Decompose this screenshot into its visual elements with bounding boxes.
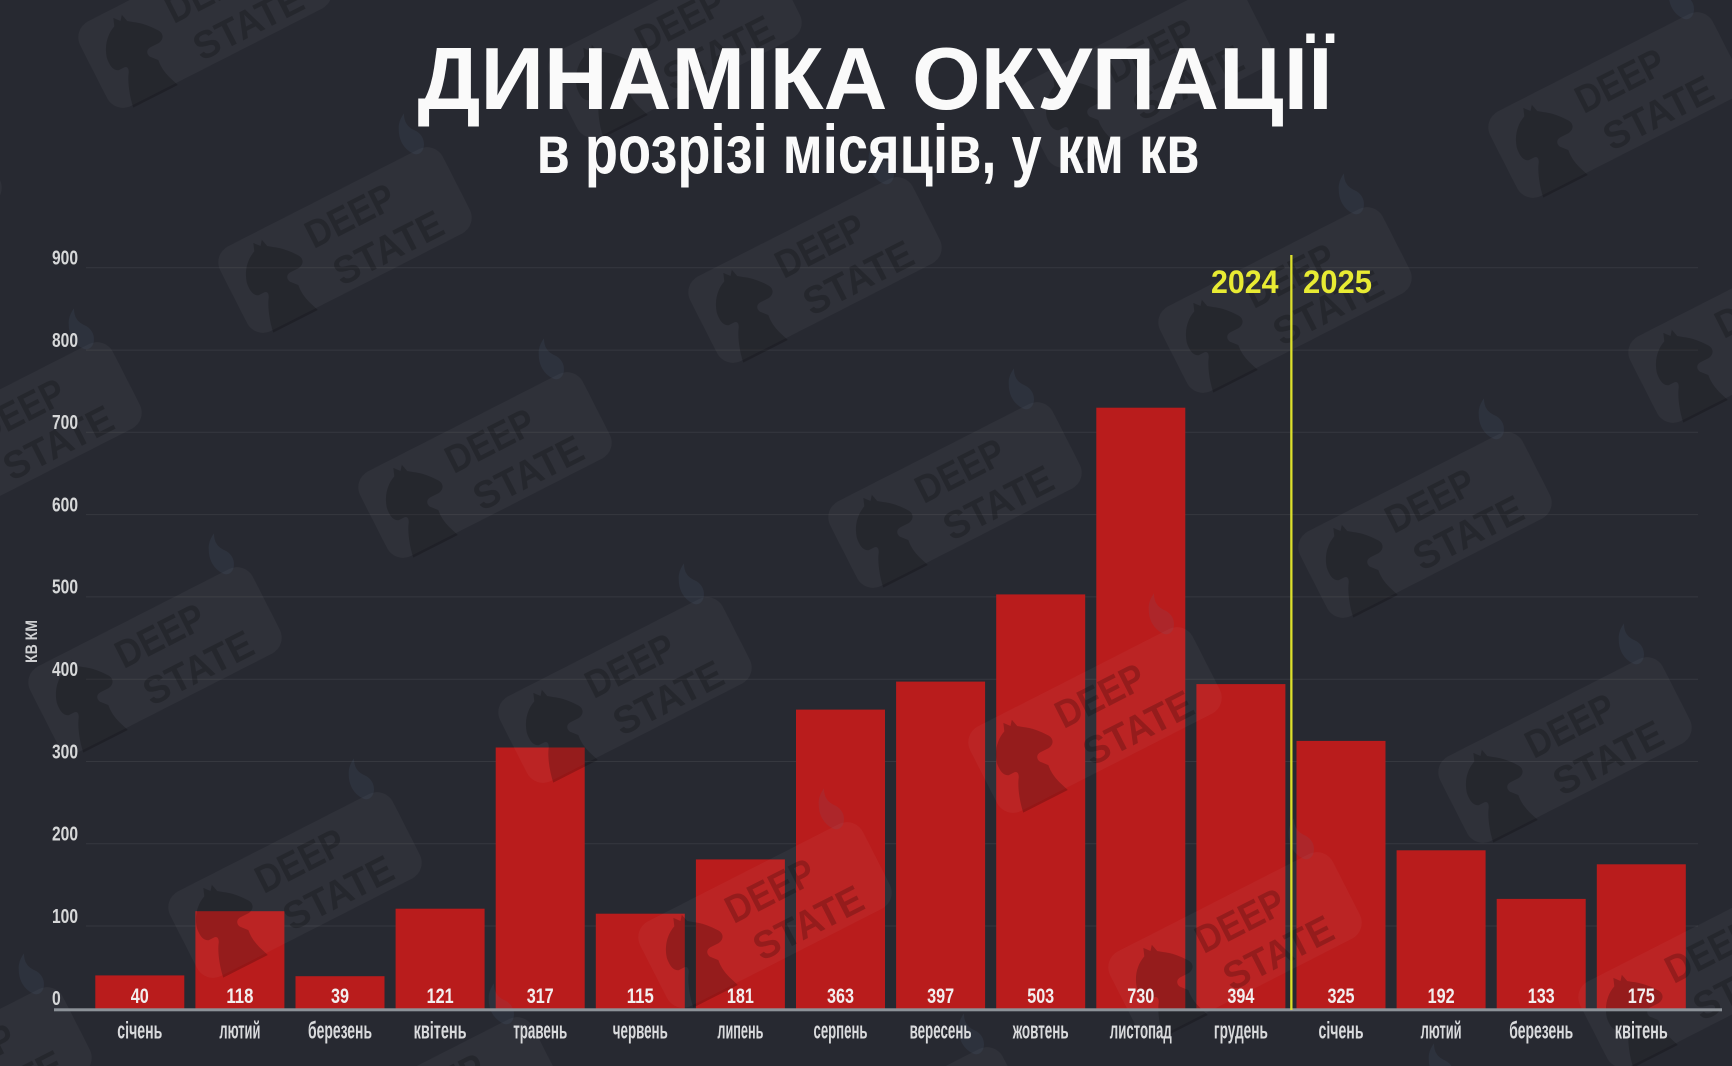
svg-text:березень: березень: [308, 1017, 372, 1044]
svg-text:600: 600: [52, 494, 78, 516]
svg-text:червень: червень: [613, 1017, 668, 1044]
svg-text:січень: січень: [1319, 1017, 1364, 1044]
svg-text:40: 40: [131, 985, 149, 1008]
svg-text:192: 192: [1428, 985, 1455, 1008]
svg-text:118: 118: [226, 985, 253, 1008]
svg-text:жовтень: жовтень: [1012, 1017, 1069, 1044]
svg-text:грудень: грудень: [1214, 1017, 1268, 1044]
svg-text:100: 100: [52, 906, 78, 928]
svg-text:серпень: серпень: [814, 1017, 868, 1044]
svg-text:700: 700: [52, 412, 78, 434]
svg-text:липень: липень: [717, 1017, 763, 1044]
svg-text:394: 394: [1227, 985, 1254, 1008]
svg-text:січень: січень: [117, 1017, 162, 1044]
svg-text:квітень: квітень: [414, 1017, 467, 1044]
svg-text:листопад: листопад: [1110, 1017, 1172, 1044]
svg-text:200: 200: [52, 824, 78, 846]
svg-text:500: 500: [52, 577, 78, 599]
svg-text:2024: 2024: [1211, 264, 1279, 300]
svg-text:175: 175: [1628, 985, 1655, 1008]
svg-text:133: 133: [1528, 985, 1555, 1008]
svg-text:0: 0: [52, 988, 61, 1010]
svg-text:вересень: вересень: [910, 1017, 972, 1044]
svg-text:ДИНАМІКА ОКУПАЦІЇ: ДИНАМІКА ОКУПАЦІЇ: [418, 29, 1336, 128]
svg-text:березень: березень: [1509, 1017, 1573, 1044]
svg-text:300: 300: [52, 741, 78, 763]
svg-text:800: 800: [52, 330, 78, 352]
svg-text:лютий: лютий: [1421, 1017, 1462, 1044]
svg-text:2025: 2025: [1303, 264, 1372, 300]
svg-text:в розрізі місяців, у км кв: в розрізі місяців, у км кв: [536, 112, 1199, 189]
svg-text:121: 121: [427, 985, 454, 1008]
svg-text:900: 900: [52, 248, 78, 270]
svg-text:КВ КМ: КВ КМ: [23, 620, 41, 663]
svg-text:397: 397: [927, 985, 954, 1008]
svg-text:115: 115: [627, 985, 654, 1008]
svg-text:лютий: лютий: [219, 1017, 260, 1044]
svg-text:317: 317: [527, 985, 554, 1008]
svg-text:363: 363: [827, 985, 854, 1008]
svg-text:181: 181: [727, 985, 754, 1008]
svg-text:400: 400: [52, 659, 78, 681]
svg-text:730: 730: [1127, 985, 1154, 1008]
svg-text:квітень: квітень: [1615, 1017, 1668, 1044]
svg-text:503: 503: [1027, 985, 1054, 1008]
svg-text:39: 39: [331, 985, 349, 1008]
svg-text:325: 325: [1328, 985, 1355, 1008]
svg-text:травень: травень: [513, 1017, 567, 1044]
